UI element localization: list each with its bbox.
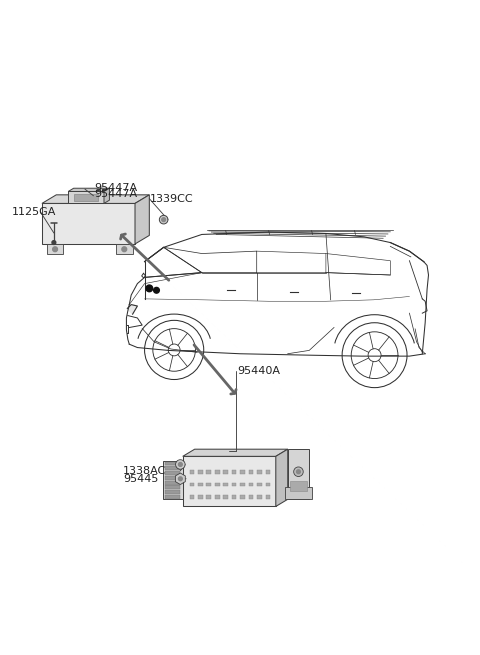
Bar [215,470,219,474]
Bar [190,495,194,499]
Polygon shape [165,495,180,499]
Circle shape [154,288,159,293]
Polygon shape [285,487,312,499]
Polygon shape [290,481,307,491]
Text: 95447A: 95447A [95,183,138,193]
Polygon shape [68,191,104,204]
Bar [223,470,228,474]
Circle shape [297,470,300,474]
Polygon shape [183,449,288,457]
Bar [198,470,203,474]
Bar [257,483,262,487]
Text: 95447A: 95447A [95,189,138,198]
Circle shape [52,240,56,244]
Circle shape [162,217,166,221]
Bar [198,495,203,499]
Bar [249,495,253,499]
Bar [223,495,228,499]
Polygon shape [165,490,180,494]
Polygon shape [183,457,276,506]
Polygon shape [68,188,109,191]
Bar [240,470,245,474]
Polygon shape [127,305,137,314]
Text: 1338AC: 1338AC [123,466,167,476]
Polygon shape [165,466,180,470]
Circle shape [179,477,182,481]
Bar [198,483,203,487]
Text: 95445: 95445 [123,474,158,484]
Polygon shape [116,244,132,255]
Bar [215,495,219,499]
Polygon shape [74,194,98,201]
Circle shape [160,216,167,223]
Polygon shape [276,449,288,506]
Circle shape [177,460,184,468]
Circle shape [122,247,127,252]
Bar [232,483,237,487]
Bar [240,483,245,487]
Polygon shape [163,461,183,499]
Circle shape [295,468,302,476]
Bar [257,495,262,499]
Bar [206,483,211,487]
Polygon shape [165,476,180,479]
Bar [249,470,253,474]
Polygon shape [165,481,180,485]
Bar [232,470,237,474]
Polygon shape [288,449,309,499]
Bar [215,483,219,487]
Bar [249,483,253,487]
Polygon shape [42,204,135,244]
Circle shape [53,247,58,252]
Bar [257,470,262,474]
Polygon shape [165,462,180,466]
Text: 1125GA: 1125GA [12,207,56,217]
Polygon shape [165,471,180,475]
Bar [223,483,228,487]
Circle shape [146,285,153,291]
Text: 95440A: 95440A [237,366,280,377]
Bar [190,483,194,487]
Bar [206,470,211,474]
Bar [206,495,211,499]
Bar [240,495,245,499]
Bar [265,495,270,499]
Polygon shape [165,485,180,489]
Polygon shape [42,195,149,204]
Circle shape [179,462,182,466]
Bar [265,470,270,474]
Bar [190,470,194,474]
Bar [265,483,270,487]
Bar [232,495,237,499]
Polygon shape [104,188,109,204]
Polygon shape [47,244,63,255]
Text: 1339CC: 1339CC [150,194,194,204]
Polygon shape [135,195,149,244]
